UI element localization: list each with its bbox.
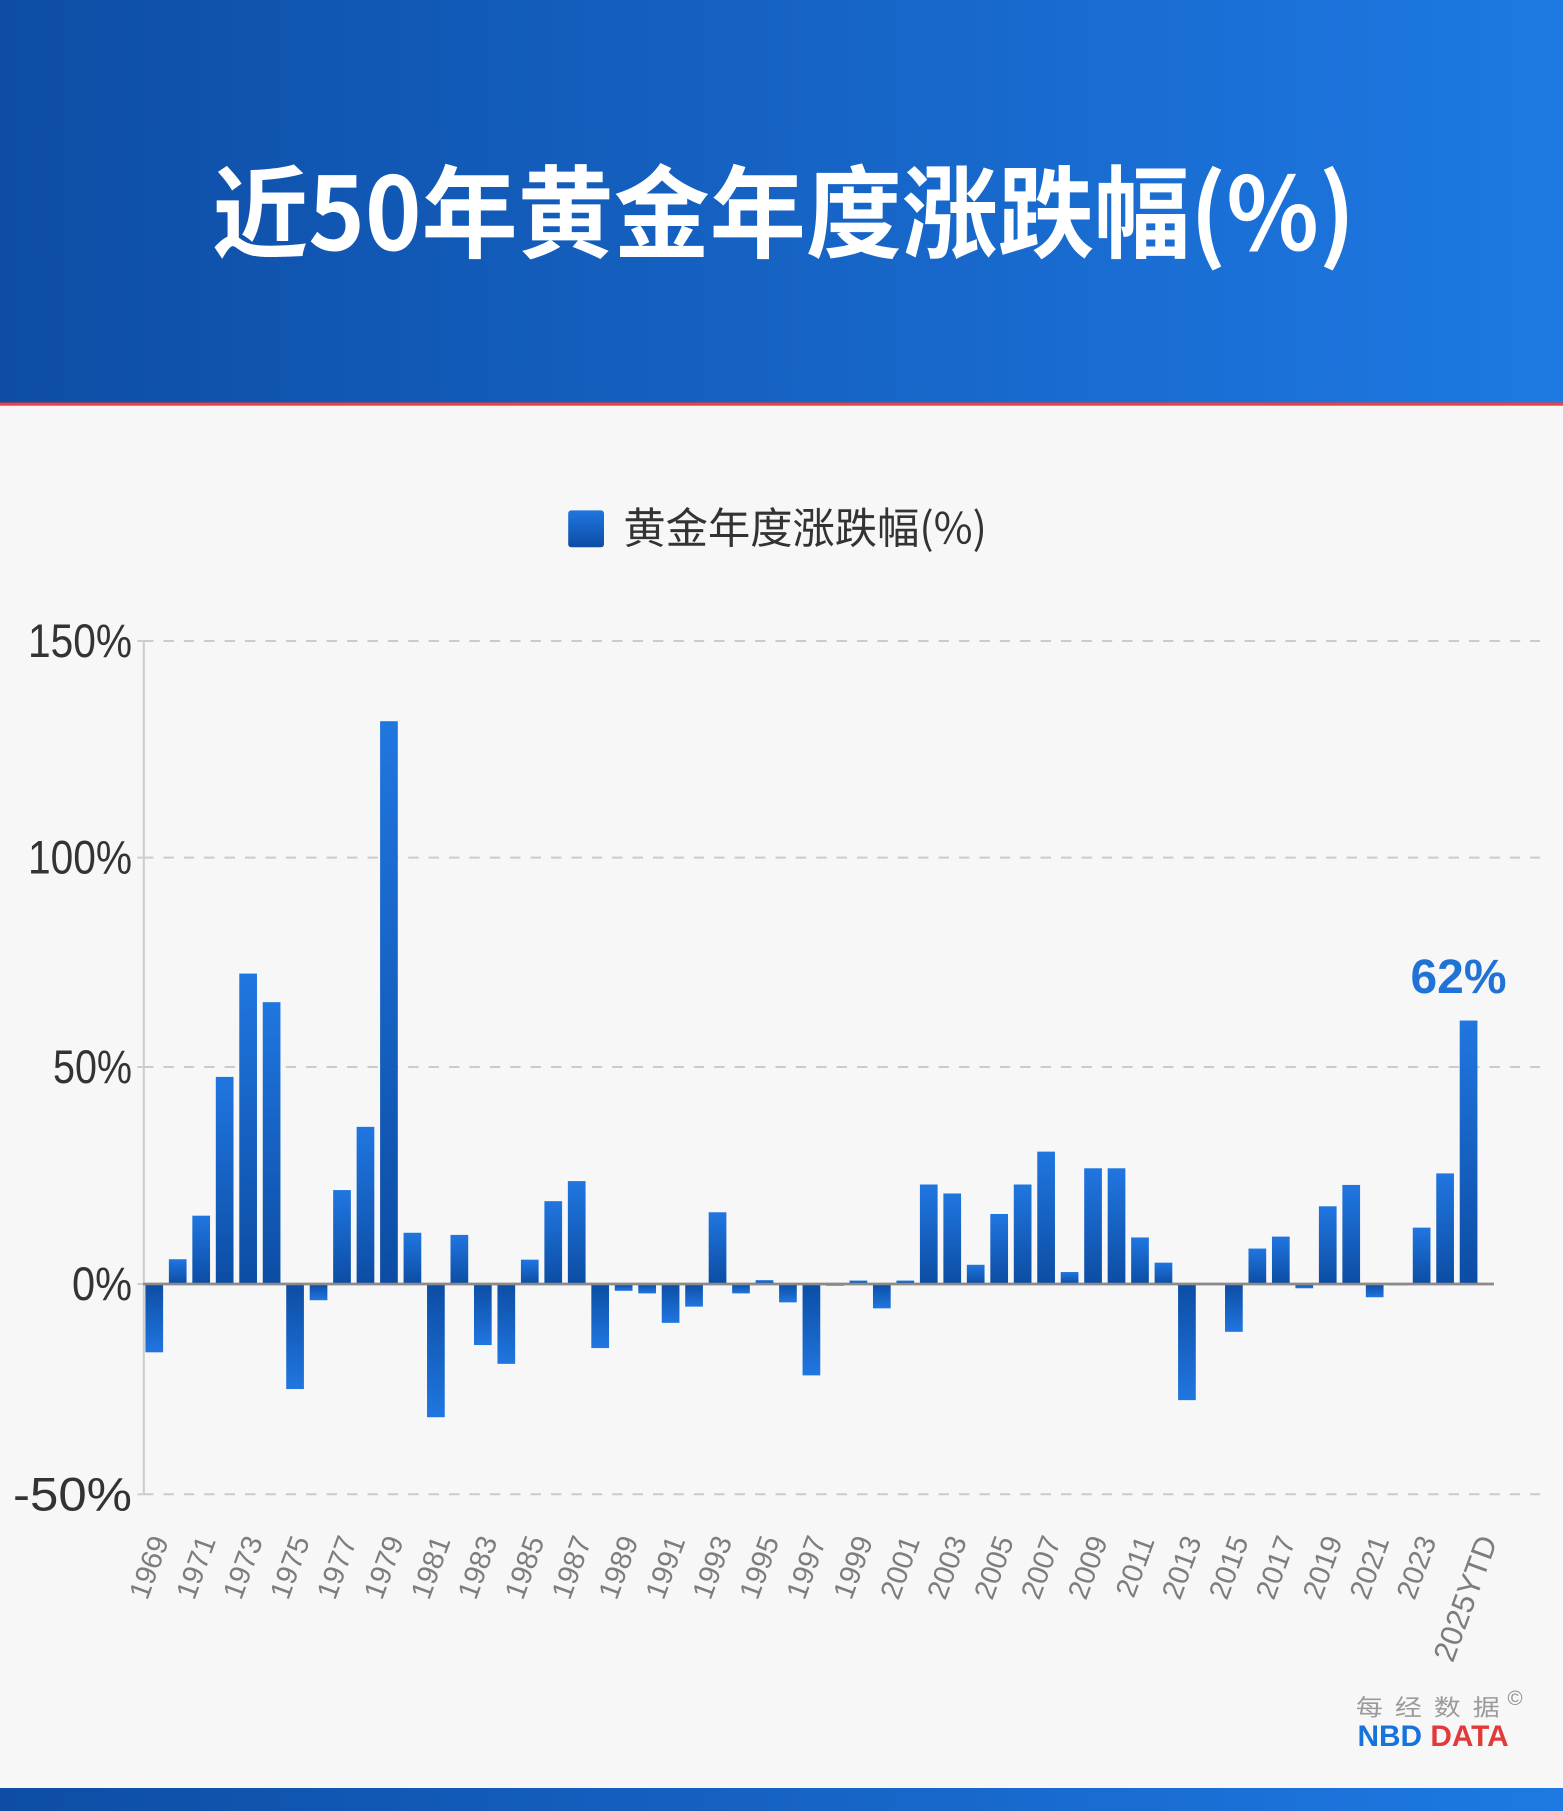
svg-text:©: © <box>1508 1687 1523 1710</box>
svg-text:50%: 50% <box>53 1040 132 1093</box>
svg-text:150%: 150% <box>28 614 132 667</box>
svg-text:-50%: -50% <box>13 1467 132 1520</box>
svg-text:100%: 100% <box>28 831 132 884</box>
svg-text:NBD DATA: NBD DATA <box>1358 1720 1509 1753</box>
svg-text:0%: 0% <box>72 1257 132 1310</box>
svg-text:62%: 62% <box>1411 951 1507 1004</box>
